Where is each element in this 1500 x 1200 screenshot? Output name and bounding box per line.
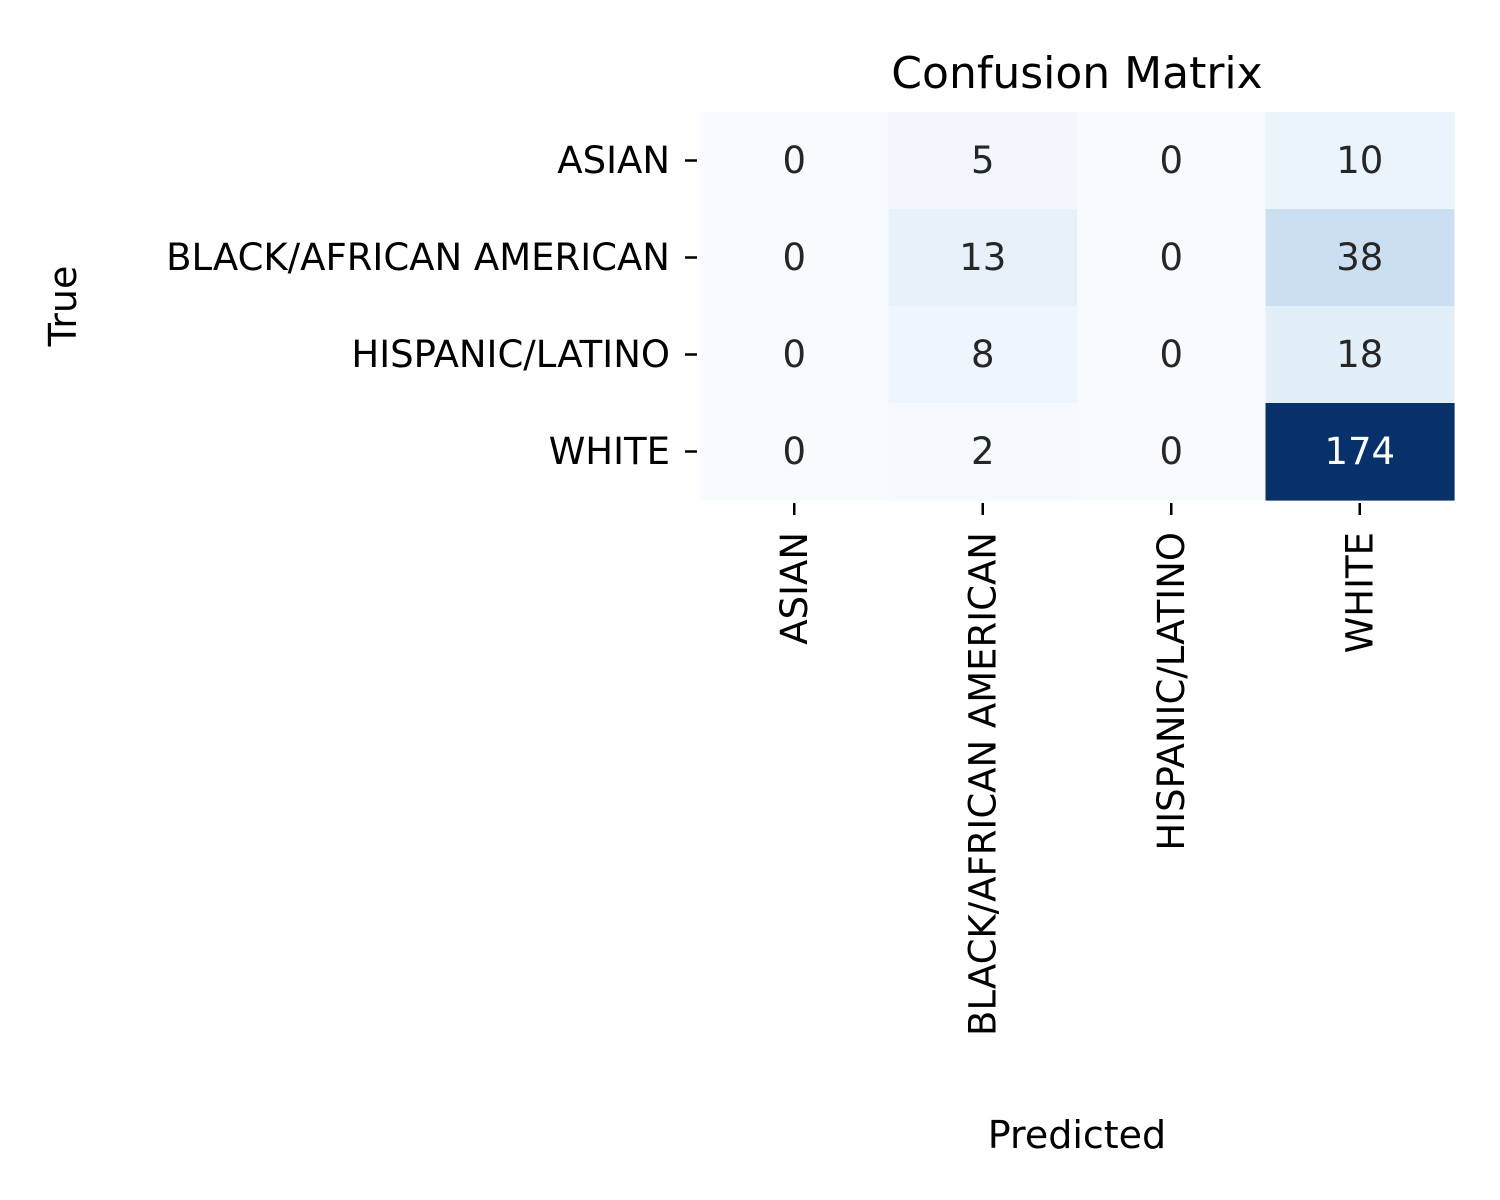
cell-hispanic-latino-black-african-american <box>888 306 1078 404</box>
cell-value-hispanic-latino-hispanic-latino: 0 <box>1159 333 1183 376</box>
x-tick-label-asian: ASIAN <box>773 532 816 645</box>
cell-asian-hispanic-latino <box>1077 112 1267 210</box>
heatmap-cell-labels: 0 5 0 10 0 13 0 38 0 8 0 18 0 2 0 174 <box>782 139 1395 473</box>
x-tick-label-hispanic-latino: HISPANIC/LATINO <box>1150 532 1193 851</box>
x-tick-label-black-african-american: BLACK/AFRICAN AMERICAN <box>961 532 1004 1036</box>
cell-black-african-american-white <box>1265 209 1455 307</box>
y-tick-label-white: WHITE <box>549 430 670 473</box>
cell-white-hispanic-latino <box>1077 403 1267 501</box>
cell-value-black-african-american-hispanic-latino: 0 <box>1159 236 1183 279</box>
cell-black-african-american-asian <box>700 209 890 307</box>
heatmap-cells <box>700 112 1455 501</box>
chart-title: Confusion Matrix <box>891 48 1262 99</box>
cell-value-hispanic-latino-asian: 0 <box>782 333 806 376</box>
cell-black-african-american-hispanic-latino <box>1077 209 1267 307</box>
cell-asian-black-african-american <box>888 112 1078 210</box>
cell-value-asian-black-african-american: 5 <box>971 139 995 182</box>
cell-value-asian-asian: 0 <box>782 139 806 182</box>
y-tick-label-black-african-american: BLACK/AFRICAN AMERICAN <box>166 236 670 279</box>
cell-value-white-white: 174 <box>1324 430 1395 473</box>
y-axis-ticks: ASIAN BLACK/AFRICAN AMERICAN HISPANIC/LATI… <box>166 139 697 473</box>
cell-value-black-african-american-black-african-american: 13 <box>959 236 1006 279</box>
cell-value-white-asian: 0 <box>782 430 806 473</box>
cell-white-black-african-american <box>888 403 1078 501</box>
cell-white-white <box>1265 403 1455 501</box>
cell-value-hispanic-latino-black-african-american: 8 <box>971 333 995 376</box>
cell-value-white-black-african-american: 2 <box>971 430 995 473</box>
cell-black-african-american-black-african-american <box>888 209 1078 307</box>
cell-asian-white <box>1265 112 1455 210</box>
y-tick-label-hispanic-latino: HISPANIC/LATINO <box>351 333 670 376</box>
cell-value-hispanic-latino-white: 18 <box>1336 333 1383 376</box>
cell-hispanic-latino-asian <box>700 306 890 404</box>
cell-asian-asian <box>700 112 890 210</box>
cell-value-black-african-american-white: 38 <box>1336 236 1383 279</box>
cell-white-asian <box>700 403 890 501</box>
y-axis-label: True <box>41 266 85 348</box>
x-axis-ticks: ASIAN BLACK/AFRICAN AMERICAN HISPANIC/LATI… <box>773 503 1381 1036</box>
y-tick-label-asian: ASIAN <box>557 139 670 182</box>
x-tick-label-white: WHITE <box>1338 532 1381 653</box>
cell-value-asian-white: 10 <box>1336 139 1383 182</box>
cell-hispanic-latino-white <box>1265 306 1455 404</box>
cell-value-white-hispanic-latino: 0 <box>1159 430 1183 473</box>
cell-hispanic-latino-hispanic-latino <box>1077 306 1267 404</box>
x-axis-label: Predicted <box>988 1113 1166 1157</box>
cell-value-asian-hispanic-latino: 0 <box>1159 139 1183 182</box>
cell-value-black-african-american-asian: 0 <box>782 236 806 279</box>
